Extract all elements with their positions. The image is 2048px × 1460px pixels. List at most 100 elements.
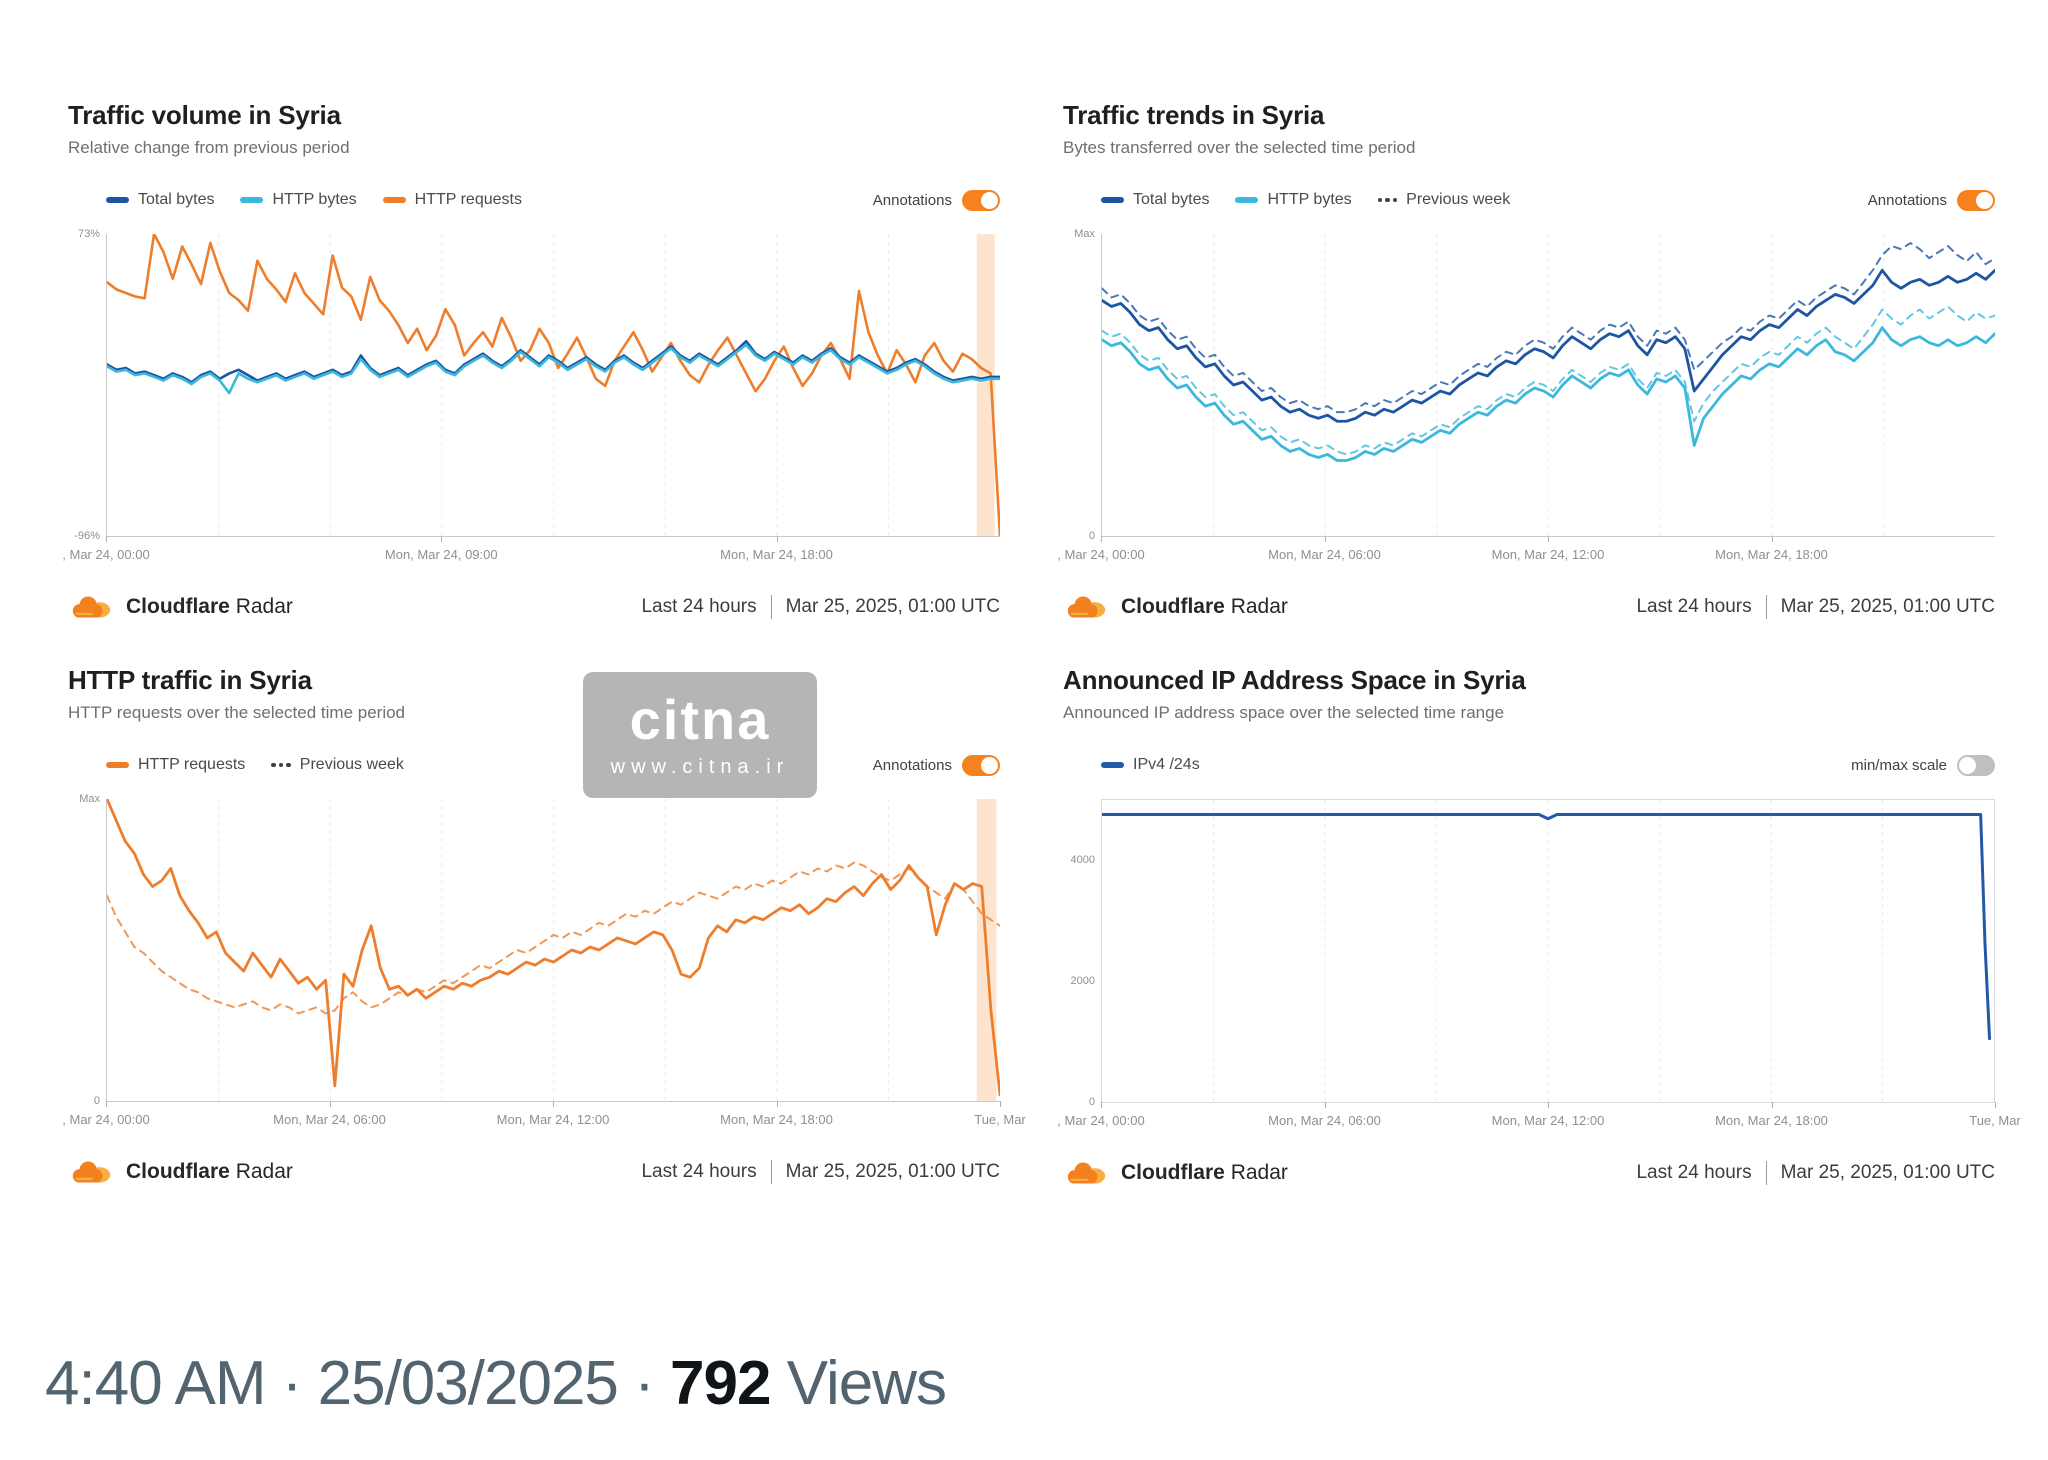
x-axis-label: Tue, Mar xyxy=(1969,1113,2021,1128)
chart-timestamp: Mar 25, 2025, 01:00 UTC xyxy=(1780,1162,1995,1183)
cloudflare-radar-brand: Cloudflare Radar xyxy=(1063,593,1288,621)
legend-swatch-previous-week xyxy=(1377,197,1398,203)
x-axis-tick xyxy=(1000,1101,1001,1107)
annotations-label: Annotations xyxy=(872,756,952,774)
series-total-bytes xyxy=(1102,268,1995,423)
toggle-knob xyxy=(981,756,998,774)
y-axis-label: 0 xyxy=(1088,1096,1095,1108)
chart-title: Announced IP Address Space in Syria xyxy=(1063,665,1526,695)
x-axis-label: , Mar 24, 00:00 xyxy=(1057,1113,1145,1128)
x-axis-label: , Mar 24, 00:00 xyxy=(1057,547,1145,562)
legend-label: HTTP requests xyxy=(414,191,522,208)
legend-item-total-bytes[interactable]: Total bytes xyxy=(106,191,214,209)
chart-canvas xyxy=(1102,800,1992,1102)
x-axis: , Mar 24, 00:00 Mon, Mar 24, 06:00 Mon, Ma… xyxy=(62,1101,1026,1128)
legend-item-http-bytes[interactable]: HTTP bytes xyxy=(240,191,357,209)
y-axis-label: 2000 xyxy=(1070,975,1095,988)
y-axis-label: -96% xyxy=(74,530,100,542)
x-axis: , Mar 24, 00:00 Mon, Mar 24, 06:00 Mon, Ma… xyxy=(1057,1102,2021,1129)
chart-timestamp: Mar 25, 2025, 01:00 UTC xyxy=(1780,596,1995,617)
chart-card-http-traffic: HTTP traffic in Syria HTTP requests over… xyxy=(62,665,1026,1186)
x-axis-tick xyxy=(1324,1102,1326,1108)
x-axis-label: Mon, Mar 24, 12:00 xyxy=(496,1112,610,1127)
legend-item-http-requests[interactable]: HTTP requests xyxy=(382,191,522,209)
series-http-bytes xyxy=(1102,326,1995,462)
minmax-scale-toggle[interactable] xyxy=(1957,754,1995,776)
chart-subtitle: Bytes transferred over the selected time… xyxy=(1063,138,1416,157)
annotations-toggle[interactable] xyxy=(962,754,1000,776)
separator xyxy=(770,595,772,619)
series-http-requests xyxy=(107,234,1000,536)
post-metadata: 4:40 AM · 25/03/2025 · 792 Views xyxy=(45,1348,947,1419)
legend-item-previous-week[interactable]: Previous week xyxy=(1377,191,1510,209)
chart-canvas xyxy=(107,799,1000,1101)
x-axis-label: Tue, Mar xyxy=(974,1112,1026,1127)
chart-card-ip-address-space: Announced IP Address Space in Syria Anno… xyxy=(1057,665,2021,1187)
views-label: Views xyxy=(786,1349,947,1418)
x-axis-tick xyxy=(329,1101,331,1107)
brand-regular: Radar xyxy=(235,1160,293,1183)
cloudflare-radar-brand: Cloudflare Radar xyxy=(68,593,293,621)
annotations-toggle[interactable] xyxy=(962,189,1000,211)
y-axis-label: 73% xyxy=(77,228,100,240)
series-http-bytes-previous-week xyxy=(1102,305,1995,456)
x-axis-tick xyxy=(106,1101,107,1107)
chart-subtitle: Relative change from previous period xyxy=(68,138,350,157)
series-total-bytes xyxy=(107,339,1000,384)
x-axis-label: Mon, Mar 24, 18:00 xyxy=(1715,1113,1828,1128)
x-axis-label: Mon, Mar 24, 09:00 xyxy=(384,547,498,562)
chart-subtitle: Announced IP address space over the sele… xyxy=(1063,703,1505,722)
chart-subtitle: HTTP requests over the selected time per… xyxy=(68,703,406,722)
separator xyxy=(770,1160,772,1184)
cloudflare-radar-brand: Cloudflare Radar xyxy=(68,1158,293,1186)
legend-item-total-bytes[interactable]: Total bytes xyxy=(1101,191,1209,209)
cloudflare-radar-brand: Cloudflare Radar xyxy=(1063,1159,1288,1187)
x-axis-label: Mon, Mar 24, 18:00 xyxy=(720,547,833,562)
range-label: Last 24 hours xyxy=(1636,1162,1752,1183)
x-axis-label: , Mar 24, 00:00 xyxy=(62,1112,150,1127)
chart-card-traffic-trends: Traffic trends in Syria Bytes transferre… xyxy=(1057,100,1995,621)
x-axis-tick xyxy=(776,536,778,542)
citna-url: www.citna.ir xyxy=(610,755,790,778)
annotations-label: Annotations xyxy=(872,191,952,209)
x-axis-tick xyxy=(1324,536,1326,542)
separator xyxy=(1765,1161,1767,1185)
chart-plot-area: 4000 2000 0 xyxy=(1071,799,1995,1108)
brand-regular: Radar xyxy=(1230,595,1288,618)
cloudflare-logo-icon xyxy=(1067,1162,1106,1184)
legend-item-http-bytes[interactable]: HTTP bytes xyxy=(1235,191,1352,209)
legend-item-previous-week[interactable]: Previous week xyxy=(271,756,404,774)
x-axis: , Mar 24, 00:00 Mon, Mar 24, 09:00 Mon, Ma… xyxy=(62,536,1000,563)
brand-bold: Cloudflare xyxy=(1121,595,1225,618)
x-axis-tick xyxy=(553,1101,554,1107)
legend-label: HTTP bytes xyxy=(1267,191,1352,208)
x-axis: , Mar 24, 00:00 Mon, Mar 24, 06:00 Mon, Ma… xyxy=(1057,536,1995,563)
legend-swatch-http-bytes xyxy=(1235,197,1259,203)
chart-card-traffic-volume: Traffic volume in Syria Relative change … xyxy=(62,100,1000,621)
annotations-toggle[interactable] xyxy=(1957,189,1995,211)
range-label: Last 24 hours xyxy=(1636,596,1752,617)
cloudflare-logo-icon xyxy=(72,596,111,618)
brand-bold: Cloudflare xyxy=(126,595,230,618)
x-axis-tick xyxy=(1101,536,1102,542)
toggle-knob xyxy=(1959,756,1976,774)
y-axis-label: 0 xyxy=(93,1095,100,1107)
chart-plot-area: Max 0 xyxy=(1074,228,1995,542)
range-label: Last 24 hours xyxy=(641,596,757,617)
legend-swatch-total-bytes xyxy=(1101,197,1124,203)
x-axis-label: Mon, Mar 24, 06:00 xyxy=(1268,547,1381,562)
brand-regular: Radar xyxy=(1230,1161,1288,1184)
series-http-requests xyxy=(107,799,1000,1097)
legend-label: HTTP bytes xyxy=(272,191,357,208)
chart-plot-area: Max 0 xyxy=(79,793,1000,1107)
chart-plot-area: 73% -96% xyxy=(74,228,1000,542)
legend-label: Total bytes xyxy=(1133,191,1210,208)
legend-item-ipv4-24s[interactable]: IPv4 /24s xyxy=(1101,756,1200,774)
legend-swatch-http-requests xyxy=(382,197,406,203)
legend-item-http-requests[interactable]: HTTP requests xyxy=(106,756,245,774)
range-label: Last 24 hours xyxy=(641,1161,757,1182)
x-axis-tick xyxy=(776,1101,778,1107)
toggle-knob xyxy=(1976,191,1993,209)
views-count: 792 xyxy=(670,1349,771,1418)
